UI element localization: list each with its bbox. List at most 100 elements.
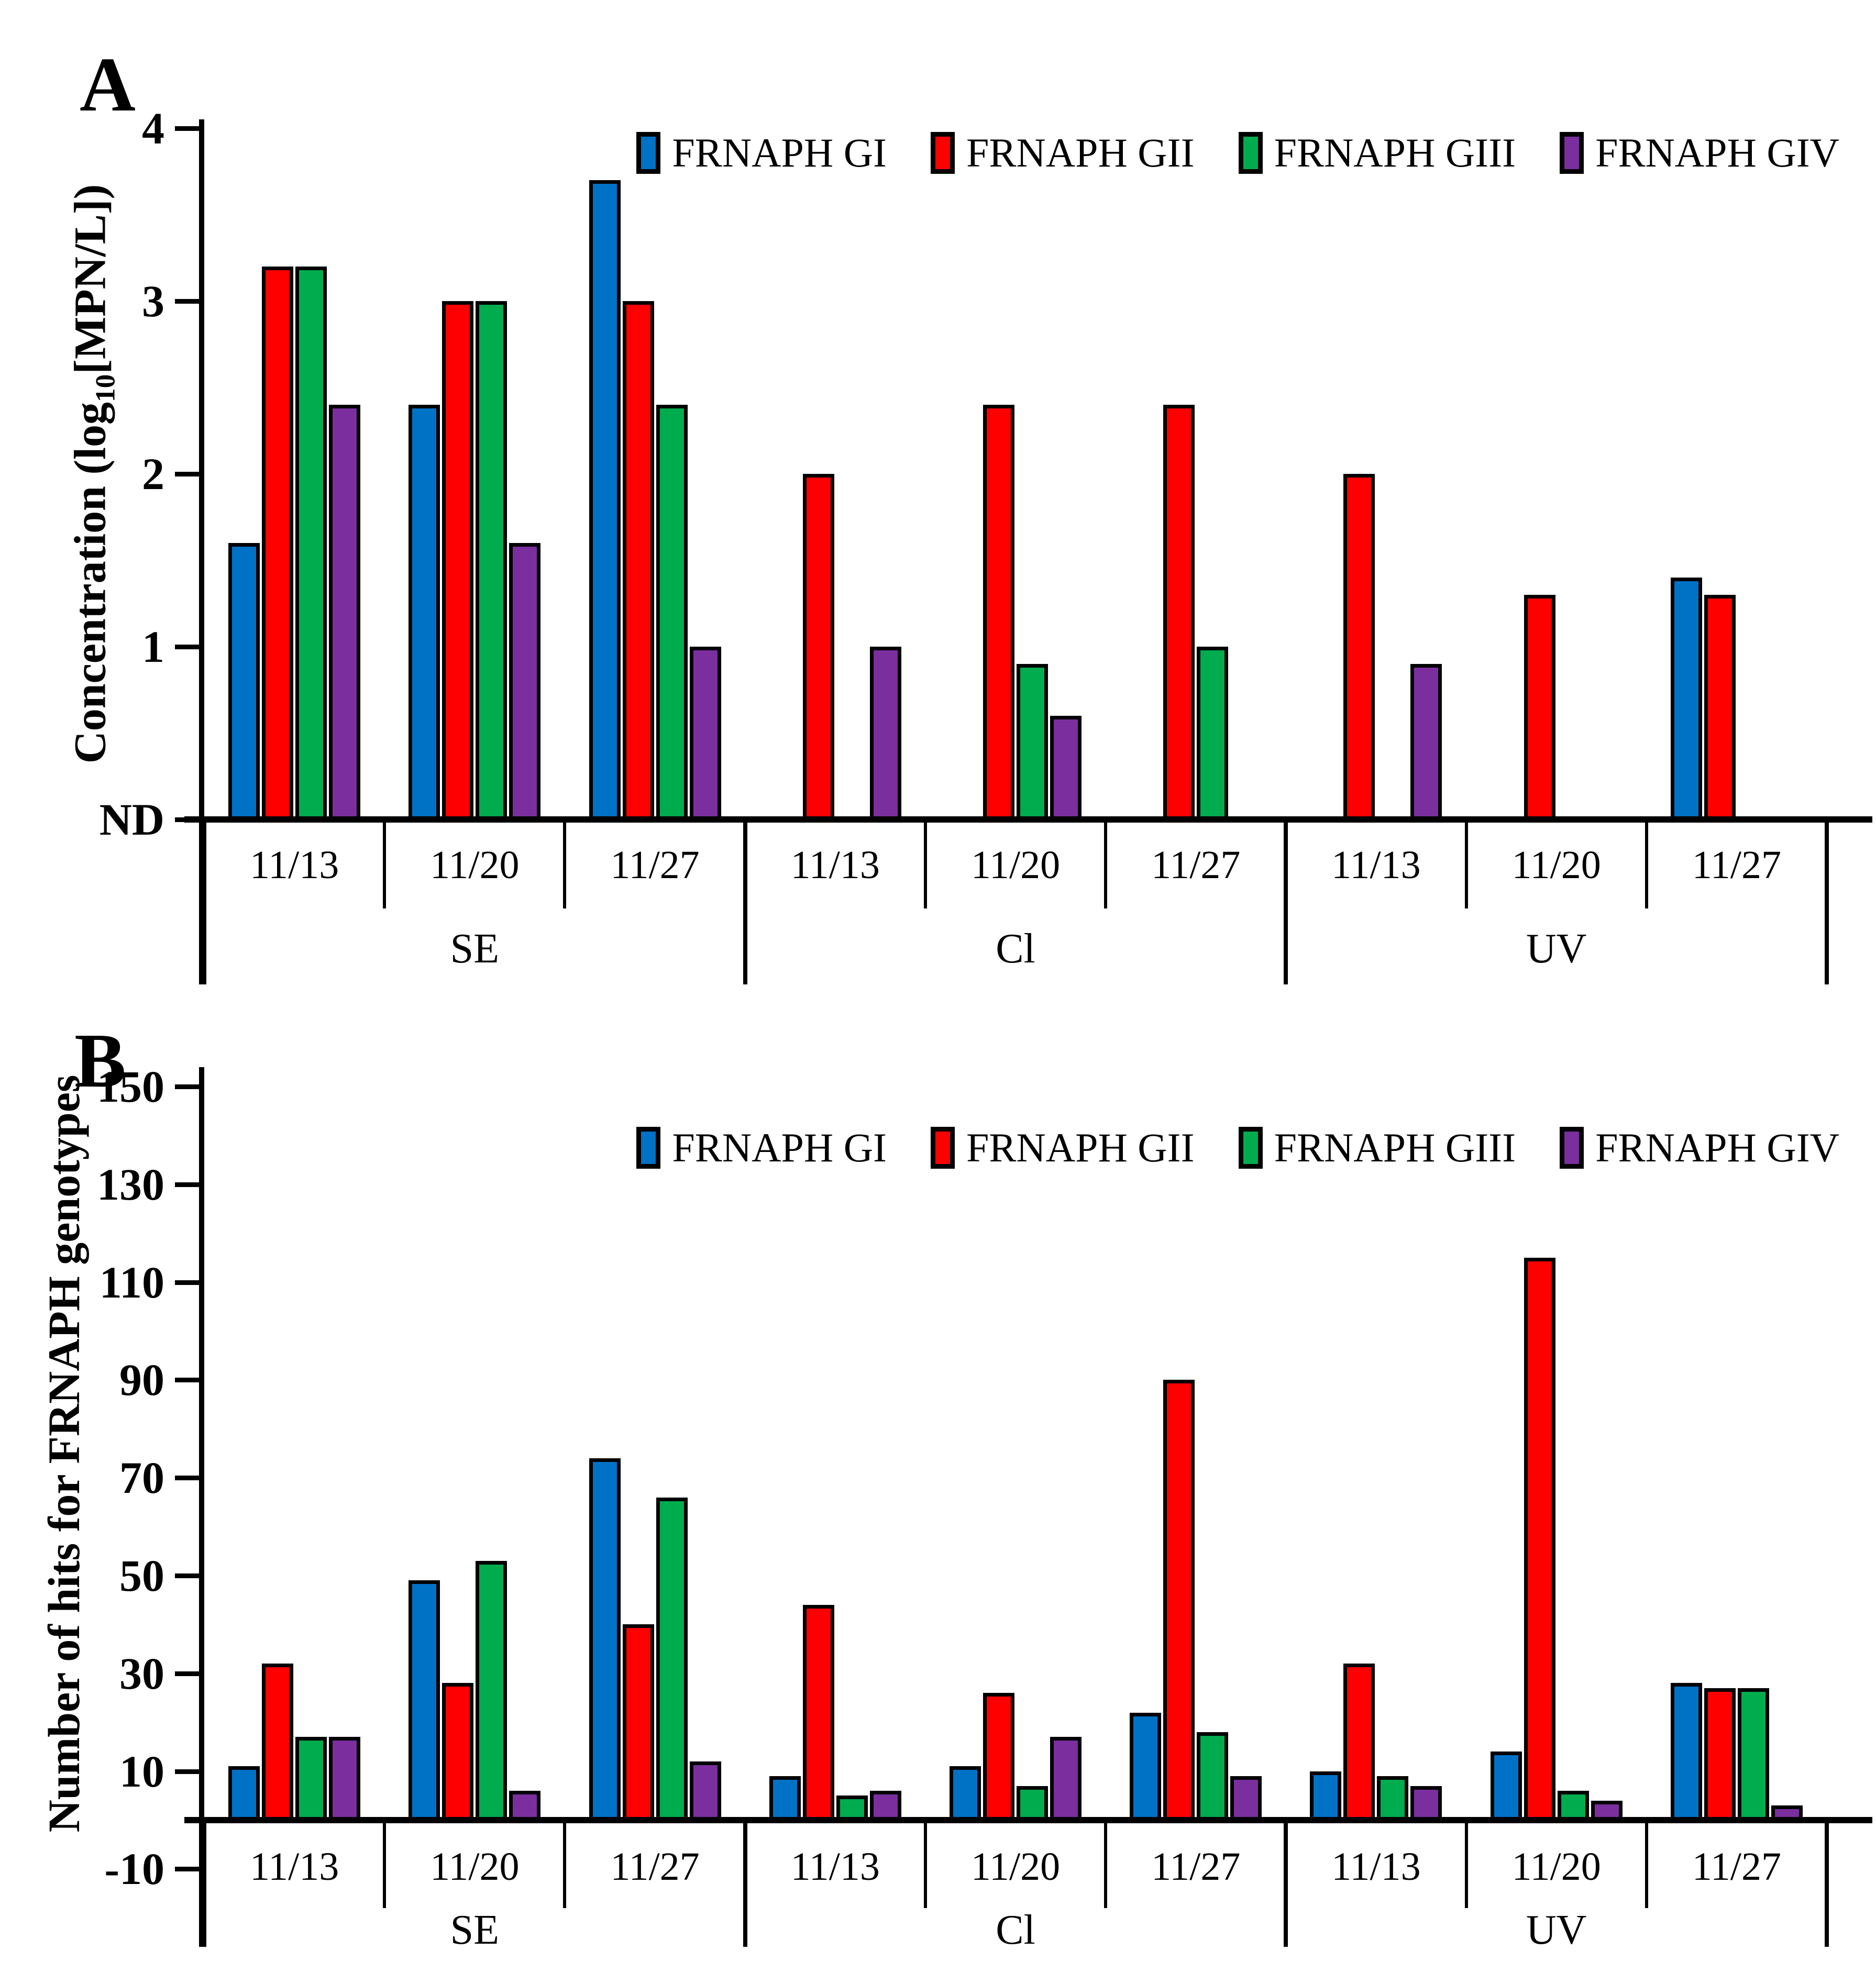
bar-Cl-11/13-FRNAPH-GI	[769, 1776, 801, 1823]
legend-item: FRNAPH GIV	[1560, 132, 1839, 174]
date-label: 11/27	[1151, 843, 1241, 887]
bar-SE-11/20-FRNAPH-GI	[409, 1580, 440, 1823]
bar-UV-11/20-FRNAPH-GIII	[1557, 1790, 1589, 1823]
y-tick-mark	[175, 1280, 199, 1285]
legend: FRNAPH GI FRNAPH GII FRNAPH GIII FRNAPH GIV	[636, 130, 1839, 176]
date-separator	[1645, 1820, 1648, 1908]
y-axis-title-subscript: 10	[89, 374, 121, 402]
group-separator	[202, 819, 206, 984]
group-label: UV	[1526, 1907, 1587, 1953]
bar-Cl-11/27-FRNAPH-GII	[1163, 405, 1195, 823]
group-label: UV	[1526, 926, 1587, 972]
y-tick-label: 130	[97, 1159, 164, 1210]
bar-SE-11/20-FRNAPH-GIII	[476, 1560, 507, 1823]
bar-Cl-11/13-FRNAPH-GIII	[836, 1795, 868, 1823]
date-label: 11/20	[430, 843, 520, 887]
bar-SE-11/13-FRNAPH-GIV	[329, 1737, 361, 1823]
date-separator	[383, 819, 387, 908]
y-tick-mark	[175, 1476, 199, 1481]
bar-Cl-11/20-FRNAPH-GIV	[1050, 1737, 1082, 1823]
legend-marker-icon	[636, 1127, 661, 1169]
y-tick-mark	[175, 472, 199, 476]
legend-label: FRNAPH GI	[672, 130, 887, 175]
bar-Cl-11/27-FRNAPH-GIII	[1197, 647, 1229, 823]
y-tick-label: 10	[119, 1746, 164, 1797]
y-axis-title: Concentration (log10[MPN/L])	[64, 184, 121, 764]
bar-UV-11/13-FRNAPH-GIV	[1410, 1786, 1442, 1823]
group-label: SE	[450, 1907, 499, 1953]
bar-SE-11/20-FRNAPH-GIV	[509, 543, 541, 823]
bar-UV-11/20-FRNAPH-GIV	[1591, 1800, 1623, 1823]
legend-marker-icon	[1560, 132, 1584, 174]
group-separator	[1284, 1820, 1288, 1947]
bar-Cl-11/20-FRNAPH-GIV	[1050, 716, 1082, 823]
y-tick-label: 50	[119, 1550, 164, 1601]
bar-UV-11/20-FRNAPH-GII	[1524, 1257, 1555, 1823]
bar-Cl-11/27-FRNAPH-GI	[1130, 1712, 1162, 1823]
bar-SE-11/13-FRNAPH-GIII	[295, 267, 327, 823]
date-separator	[563, 1820, 567, 1908]
bar-SE-11/13-FRNAPH-GI	[228, 1766, 260, 1823]
y-tick-mark	[175, 1084, 199, 1089]
group-separator	[743, 1820, 747, 1947]
bar-UV-11/27-FRNAPH-GI	[1670, 578, 1702, 823]
y-tick-mark	[175, 817, 199, 822]
date-separator	[1104, 1820, 1108, 1908]
bar-Cl-11/13-FRNAPH-GIV	[869, 1790, 901, 1823]
date-separator	[1104, 819, 1108, 908]
date-label: 11/20	[1511, 843, 1601, 887]
bar-Cl-11/27-FRNAPH-GII	[1163, 1380, 1195, 1823]
y-tick-mark	[175, 1378, 199, 1383]
legend-item: FRNAPH GIII	[1238, 132, 1516, 174]
y-tick-label: 30	[119, 1648, 164, 1699]
legend-item: FRNAPH GIV	[1560, 1127, 1839, 1169]
legend-label: FRNAPH GII	[966, 130, 1195, 175]
y-axis-title-text: [MPN/L])	[64, 184, 115, 374]
legend-item: FRNAPH GII	[931, 1127, 1195, 1169]
bar-UV-11/13-FRNAPH-GII	[1343, 1664, 1375, 1823]
legend-item: FRNAPH GI	[636, 132, 887, 174]
x-axis-line	[184, 1817, 1872, 1823]
bar-SE-11/13-FRNAPH-GIV	[329, 405, 361, 823]
legend-marker-icon	[636, 132, 661, 174]
group-label: Cl	[996, 926, 1035, 972]
date-label: 11/13	[249, 843, 339, 887]
date-label: 11/27	[610, 1845, 700, 1889]
bar-SE-11/27-FRNAPH-GII	[622, 1624, 654, 1823]
y-tick-mark	[175, 126, 199, 131]
group-separator	[743, 819, 747, 984]
bar-SE-11/27-FRNAPH-GIV	[689, 1761, 721, 1823]
legend-item: FRNAPH GI	[636, 1127, 887, 1169]
legend: FRNAPH GI FRNAPH GII FRNAPH GIII FRNAPH GIV	[636, 1125, 1839, 1171]
group-label: Cl	[996, 1907, 1035, 1953]
bar-SE-11/13-FRNAPH-GII	[262, 1664, 294, 1823]
bar-SE-11/27-FRNAPH-GII	[622, 301, 654, 823]
legend-marker-icon	[1238, 1127, 1263, 1169]
y-axis-title: Number of hits for FRNAPH genotypes	[39, 1074, 89, 1833]
bar-UV-11/13-FRNAPH-GII	[1343, 474, 1375, 823]
y-tick-label: 150	[97, 1061, 164, 1112]
legend-item: FRNAPH GII	[931, 132, 1195, 174]
y-tick-label: 3	[142, 276, 164, 326]
y-tick-mark	[175, 1182, 199, 1187]
date-separator	[1464, 819, 1468, 908]
y-tick-label: 1	[142, 622, 164, 672]
bar-SE-11/27-FRNAPH-GIII	[656, 1497, 688, 1823]
date-separator	[383, 1820, 387, 1908]
y-tick-label: 70	[119, 1453, 164, 1503]
bar-Cl-11/20-FRNAPH-GII	[983, 1693, 1014, 1823]
bar-UV-11/13-FRNAPH-GI	[1310, 1771, 1342, 1823]
bar-SE-11/27-FRNAPH-GIII	[656, 405, 688, 823]
group-separator	[1825, 819, 1829, 984]
date-label: 11/13	[1331, 1845, 1421, 1889]
date-label: 11/13	[249, 1845, 339, 1889]
y-axis-title-text: Number of hits for FRNAPH genotypes	[39, 1074, 89, 1833]
y-axis-title-text: Concentration (log	[64, 402, 115, 764]
y-axis-line	[199, 119, 204, 984]
date-label: 11/20	[970, 1845, 1061, 1889]
bar-SE-11/13-FRNAPH-GII	[262, 267, 294, 823]
date-label: 11/27	[1151, 1845, 1241, 1889]
y-tick-mark	[175, 1867, 199, 1872]
